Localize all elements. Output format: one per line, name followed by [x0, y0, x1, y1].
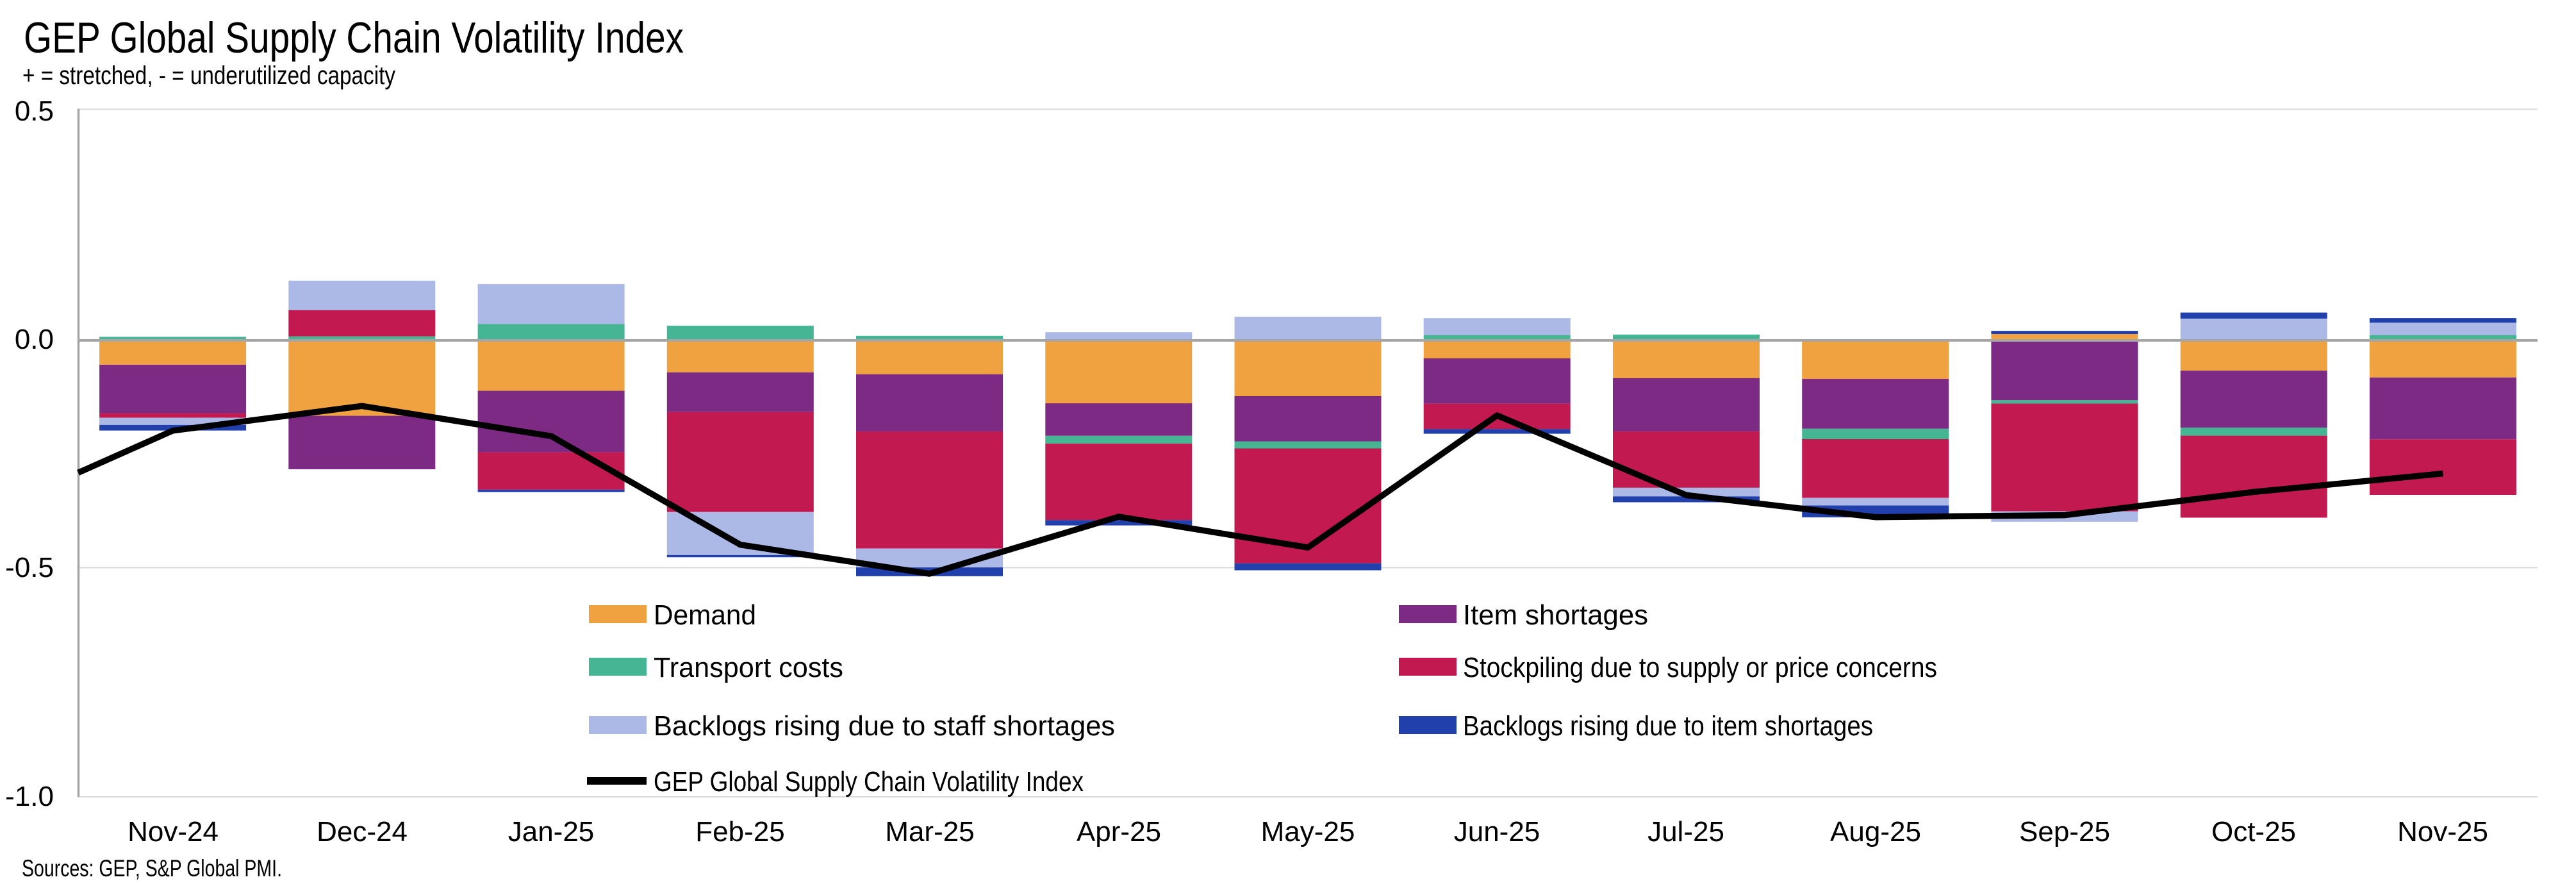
- svg-text:Sep-25: Sep-25: [2019, 816, 2110, 847]
- svg-text:Jan-25: Jan-25: [508, 816, 595, 847]
- svg-text:Item shortages: Item shortages: [1463, 599, 1648, 631]
- svg-text:-0.5: -0.5: [5, 552, 54, 583]
- svg-text:Nov-25: Nov-25: [2397, 816, 2488, 847]
- svg-text:GEP Global Supply Chain Volati: GEP Global Supply Chain Volatility Index: [654, 766, 1084, 797]
- svg-text:Apr-25: Apr-25: [1077, 816, 1161, 847]
- svg-text:Backlogs rising due to staff s: Backlogs rising due to staff shortages: [654, 710, 1115, 742]
- svg-text:0.0: 0.0: [15, 324, 54, 355]
- svg-text:+ = stretched, - = underutiliz: + = stretched, - = underutilized capacit…: [22, 62, 395, 90]
- svg-text:0.5: 0.5: [15, 96, 54, 127]
- svg-text:Nov-24: Nov-24: [128, 816, 219, 847]
- svg-text:Dec-24: Dec-24: [317, 816, 408, 847]
- svg-text:Oct-25: Oct-25: [2211, 816, 2296, 847]
- svg-text:Transport costs: Transport costs: [654, 652, 843, 683]
- svg-text:Feb-25: Feb-25: [695, 816, 784, 847]
- svg-text:Mar-25: Mar-25: [885, 816, 974, 847]
- svg-text:Jul-25: Jul-25: [1647, 816, 1724, 847]
- svg-text:GEP Global Supply Chain Volati: GEP Global Supply Chain Volatility Index: [24, 13, 684, 62]
- svg-text:-1.0: -1.0: [5, 781, 54, 812]
- svg-text:Demand: Demand: [654, 599, 756, 631]
- svg-text:Aug-25: Aug-25: [1830, 816, 1921, 847]
- svg-text:Jun-25: Jun-25: [1454, 816, 1540, 847]
- svg-text:May-25: May-25: [1261, 816, 1355, 847]
- svg-text:Stockpiling due to supply or p: Stockpiling due to supply or price conce…: [1463, 652, 1937, 683]
- svg-text:Sources: GEP, S&P Global PMI.: Sources: GEP, S&P Global PMI.: [22, 855, 282, 881]
- svg-text:Backlogs rising due to item sh: Backlogs rising due to item shortages: [1463, 710, 1873, 742]
